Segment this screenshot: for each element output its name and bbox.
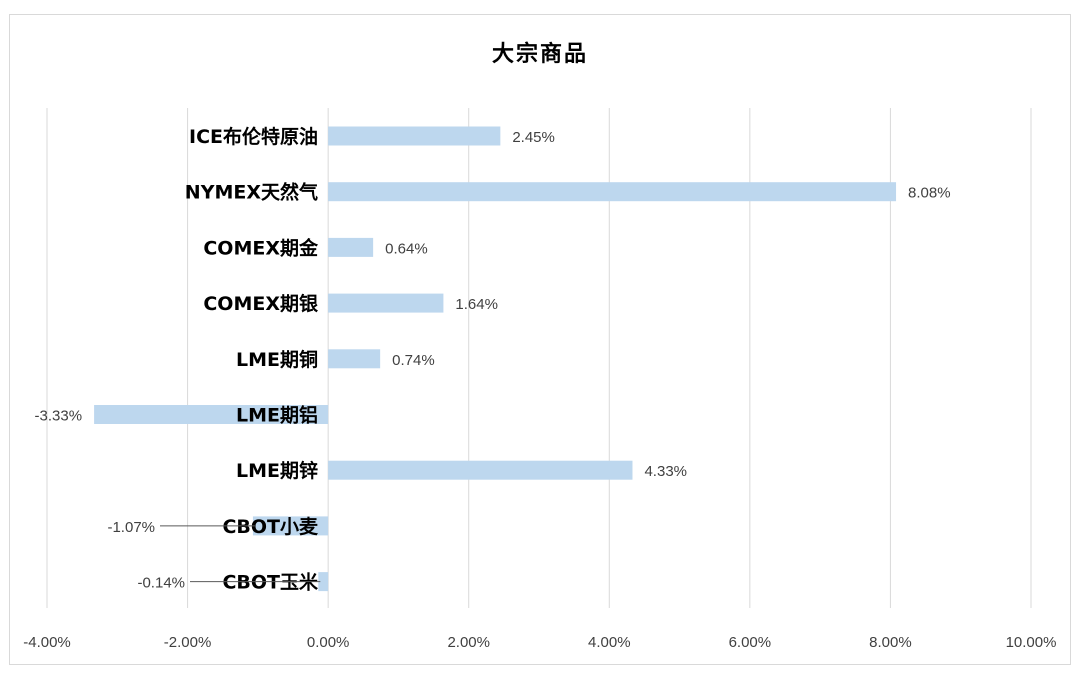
value-label: 2.45% <box>512 129 555 146</box>
category-label: LME期铜 <box>236 348 318 371</box>
value-label: 1.64% <box>455 296 498 313</box>
bar-layer <box>94 126 897 592</box>
value-label: -3.33% <box>35 408 83 425</box>
x-tick-label: 8.00% <box>869 634 912 651</box>
bar <box>328 182 897 202</box>
bar <box>318 572 329 592</box>
bar <box>328 293 444 313</box>
x-tick-label: 4.00% <box>588 634 631 651</box>
bar <box>252 516 329 536</box>
category-label: ICE布伦特原油 <box>189 125 318 148</box>
bar <box>328 460 633 480</box>
category-label: NYMEX天然气 <box>185 181 318 204</box>
value-label: 0.64% <box>385 240 428 257</box>
value-label: -1.07% <box>107 519 155 536</box>
value-label: 8.08% <box>908 185 951 202</box>
value-label: 0.74% <box>392 352 435 369</box>
x-tick-label: 0.00% <box>307 634 350 651</box>
x-tick-label: 2.00% <box>447 634 490 651</box>
bar <box>328 237 374 257</box>
x-axis-ticks: -4.00% -2.00% 0.00% 2.00% 4.00% 6.00% 8.00% 10.… <box>23 634 1056 651</box>
x-tick-label: 10.00% <box>1006 634 1057 651</box>
x-tick-label: -2.00% <box>164 634 212 651</box>
label-layer: ICE布伦特原油 2.45% NYMEX天然气 8.08% COMEX期金 0.64% CO… <box>35 125 951 594</box>
bar <box>94 405 329 424</box>
category-label: COMEX期金 <box>203 236 319 259</box>
value-label: -0.14% <box>137 575 185 592</box>
category-label: LME期锌 <box>236 459 318 482</box>
category-label: COMEX期银 <box>203 292 319 315</box>
chart-title: 大宗商品 <box>491 42 588 67</box>
x-tick-label: 6.00% <box>729 634 772 651</box>
x-tick-label: -4.00% <box>23 634 71 651</box>
bar <box>328 126 501 146</box>
chart-frame <box>9 14 1071 665</box>
bar <box>328 349 381 369</box>
category-label: CBOT小麦 <box>222 515 319 538</box>
category-label: LME期铝 <box>236 404 318 427</box>
value-label: 4.33% <box>644 463 687 480</box>
